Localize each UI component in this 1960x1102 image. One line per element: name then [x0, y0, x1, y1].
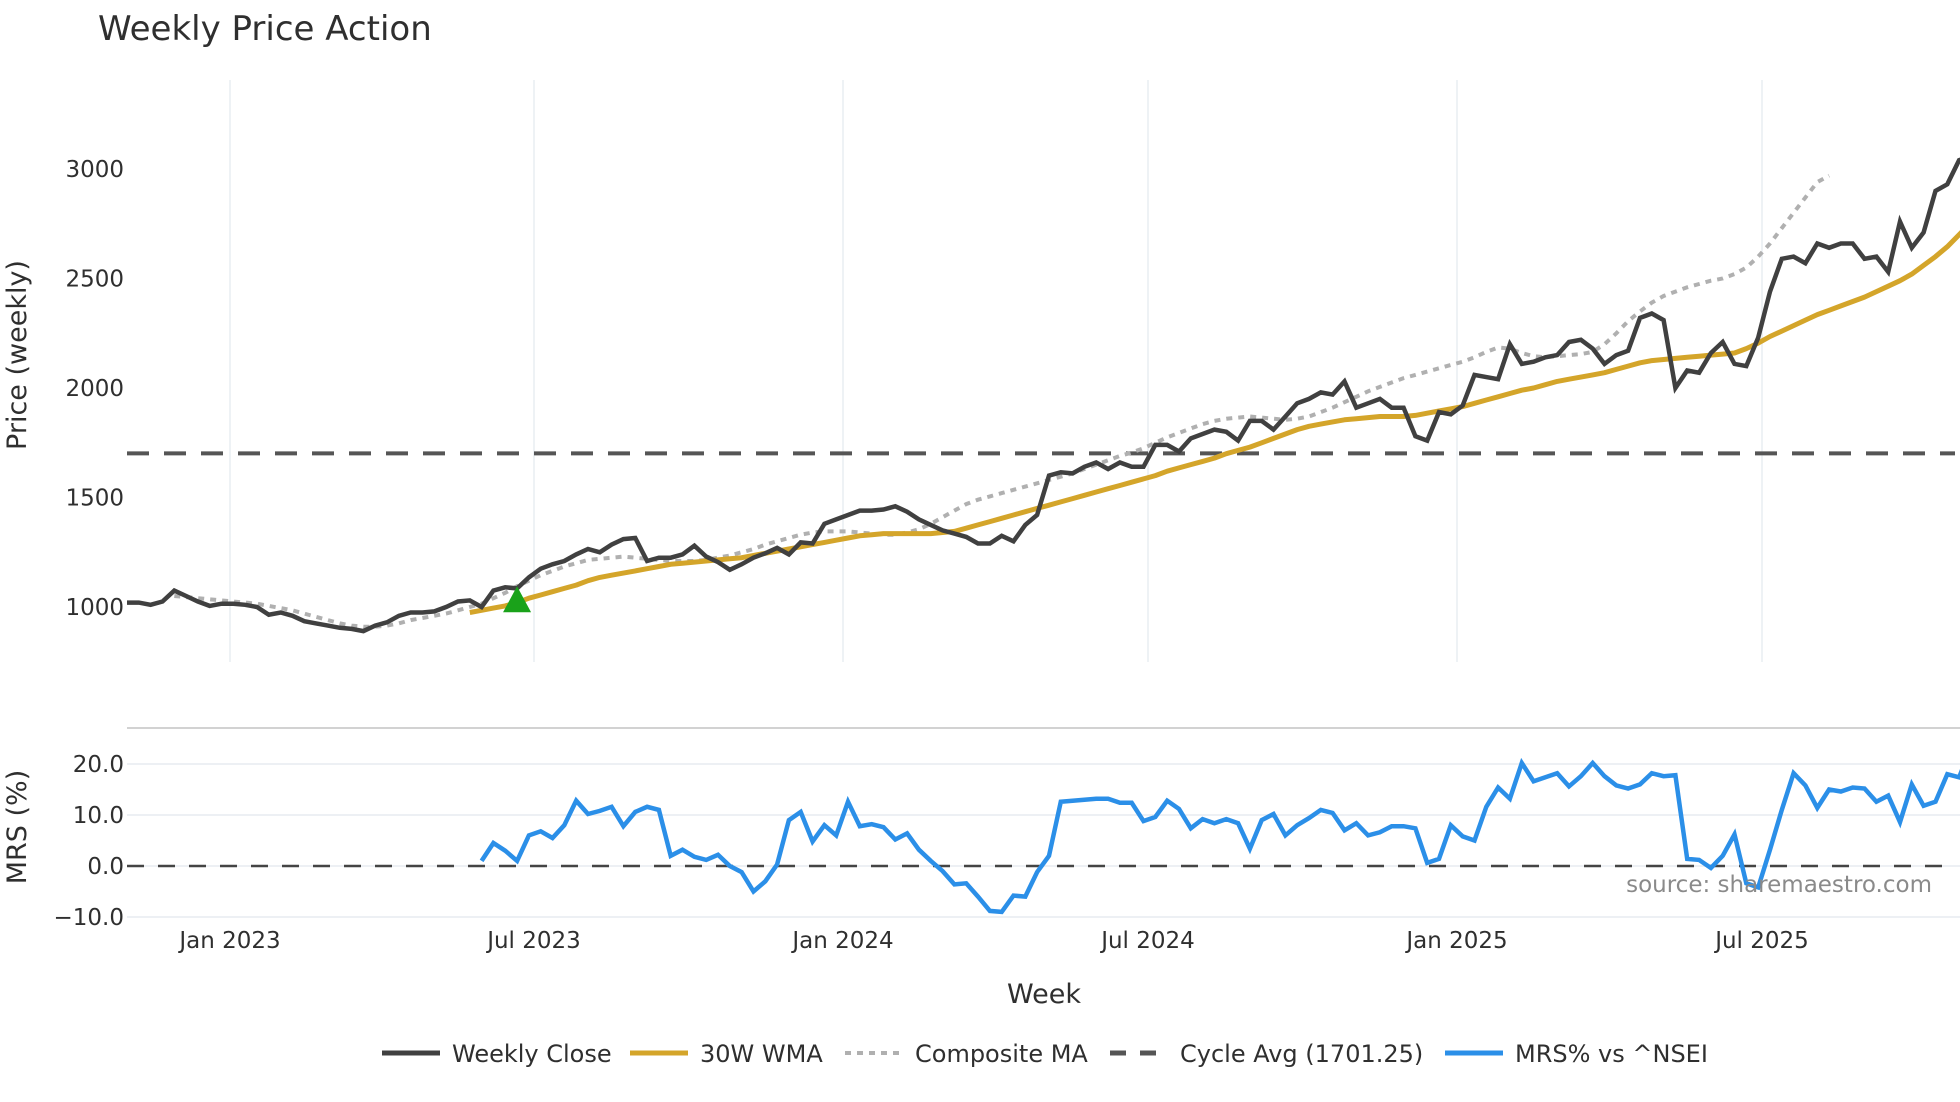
x-axis-label: Week	[1007, 979, 1081, 1010]
legend: Weekly Close 30W WMA Composite MA Cycle Avg…	[382, 1040, 1708, 1068]
source-attribution: source: sharemaestro.com	[1626, 872, 1932, 898]
price-vertical-gridlines	[229, 80, 1763, 662]
svg-text:−10.0: −10.0	[54, 905, 124, 931]
legend-label: 30W WMA	[700, 1040, 823, 1068]
legend-label: Composite MA	[915, 1040, 1088, 1068]
svg-text:Jan 2024: Jan 2024	[790, 928, 893, 954]
svg-text:3000: 3000	[65, 157, 124, 183]
legend-item: Composite MA	[845, 1040, 1088, 1068]
mrs-y-ticks: −10.0 0.0 10.0 20.0	[54, 752, 124, 931]
svg-text:20.0: 20.0	[73, 752, 124, 778]
svg-text:2500: 2500	[65, 267, 124, 293]
legend-item: Cycle Avg (1701.25)	[1110, 1040, 1423, 1068]
price-y-axis-label: Price (weekly)	[2, 260, 33, 450]
svg-text:Jul 2023: Jul 2023	[485, 928, 581, 954]
svg-text:Jul 2025: Jul 2025	[1713, 928, 1809, 954]
legend-item: Weekly Close	[382, 1040, 612, 1068]
chart-title: Weekly Price Action	[98, 9, 432, 49]
legend-label: Weekly Close	[452, 1040, 612, 1068]
legend-label: MRS% vs ^NSEI	[1515, 1040, 1708, 1068]
svg-text:1000: 1000	[65, 595, 124, 621]
svg-text:Jan 2023: Jan 2023	[177, 928, 280, 954]
price-y-ticks: 1000 1500 2000 2500 3000	[65, 157, 124, 621]
composite-ma-line	[174, 173, 1831, 629]
svg-text:Jul 2024: Jul 2024	[1099, 928, 1195, 954]
svg-text:Jan 2025: Jan 2025	[1404, 928, 1507, 954]
svg-text:10.0: 10.0	[73, 803, 124, 829]
svg-text:1500: 1500	[65, 486, 124, 512]
legend-item: MRS% vs ^NSEI	[1445, 1040, 1708, 1068]
legend-label: Cycle Avg (1701.25)	[1180, 1040, 1423, 1068]
mrs-y-axis-label: MRS (%)	[2, 770, 33, 885]
buy-signal-triangle-icon	[503, 586, 532, 613]
x-axis-ticks: Jan 2023 Jul 2023 Jan 2024 Jul 2024 Jan 2025…	[177, 928, 1808, 954]
legend-item: 30W WMA	[630, 1040, 823, 1068]
svg-text:0.0: 0.0	[87, 854, 124, 880]
weekly-close-line	[127, 157, 1960, 634]
wma-30w-line	[469, 230, 1960, 615]
svg-text:2000: 2000	[65, 376, 124, 402]
mrs-line	[479, 757, 1960, 915]
